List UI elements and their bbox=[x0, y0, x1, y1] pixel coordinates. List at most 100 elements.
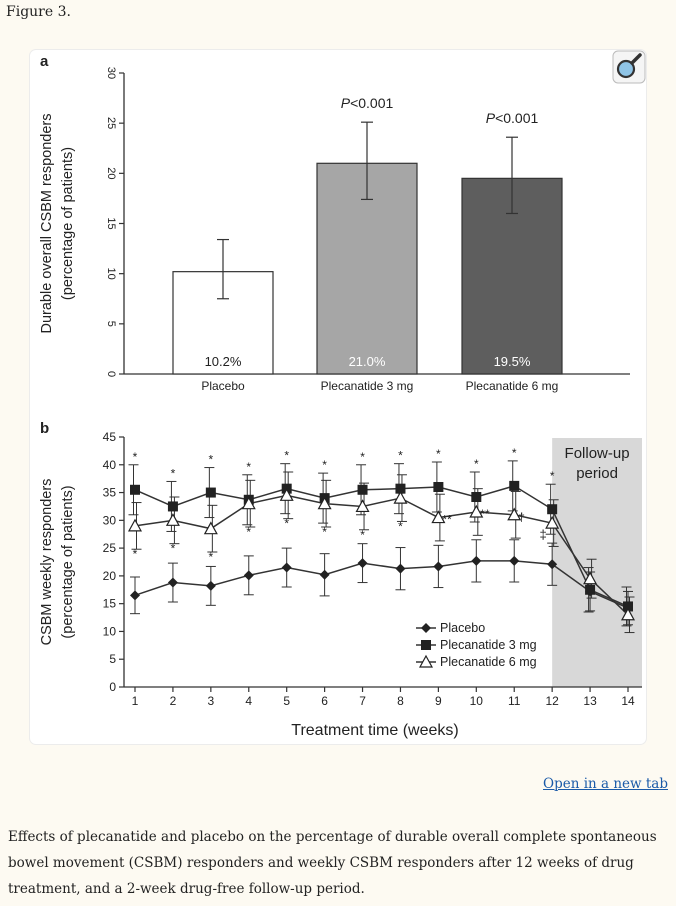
bar-value-label: 19.5% bbox=[494, 354, 531, 369]
y-tick-label-a: 10 bbox=[105, 268, 117, 280]
x-tick-label-b: 12 bbox=[545, 694, 559, 708]
data-point bbox=[243, 570, 254, 581]
data-point bbox=[433, 561, 444, 572]
y-axis-title-a-line1: Durable overall CSBM responders bbox=[39, 113, 55, 333]
x-tick-label-b: 1 bbox=[132, 694, 139, 708]
series-line bbox=[134, 485, 629, 608]
significance-marker-lower: * bbox=[246, 525, 251, 539]
data-point bbox=[205, 487, 216, 498]
data-point bbox=[471, 492, 482, 502]
significance-marker-lower: * bbox=[133, 547, 138, 561]
significance-marker-upper: * bbox=[171, 466, 176, 480]
data-point bbox=[431, 510, 446, 524]
x-tick-label-b: 5 bbox=[283, 694, 290, 708]
x-tick-label-b: 2 bbox=[170, 694, 177, 708]
significance-marker-upper: * bbox=[209, 453, 214, 467]
data-point bbox=[279, 488, 294, 501]
series-line bbox=[134, 494, 629, 616]
data-point bbox=[127, 518, 143, 532]
y-axis-title-b-line1: CSBM weekly responders bbox=[39, 479, 55, 646]
data-point bbox=[509, 555, 520, 566]
data-point bbox=[471, 555, 482, 566]
p-value-annotation: P<0.001 bbox=[486, 110, 539, 126]
significance-marker-upper: * bbox=[322, 458, 327, 472]
x-tick-label-b: 11 bbox=[508, 694, 521, 708]
data-point bbox=[165, 513, 180, 526]
significance-marker-lower: * bbox=[209, 550, 214, 564]
y-tick-label-b: 35 bbox=[103, 486, 117, 500]
data-point bbox=[585, 584, 596, 595]
significance-marker-lower: ** bbox=[480, 507, 490, 521]
panel-label-a: a bbox=[40, 53, 49, 70]
x-tick-label-b: 8 bbox=[397, 694, 404, 708]
x-tick-label-b: 6 bbox=[321, 694, 328, 708]
significance-marker-upper: * bbox=[436, 447, 441, 461]
data-point bbox=[319, 569, 330, 580]
data-point bbox=[393, 490, 408, 504]
y-tick-label-b: 15 bbox=[103, 597, 117, 611]
open-in-new-tab-link[interactable]: Open in a new tab bbox=[543, 776, 668, 792]
figure-caption: Effects of plecanatide and placebo on th… bbox=[8, 829, 657, 897]
y-tick-label-a: 25 bbox=[105, 117, 117, 129]
legend-marker bbox=[421, 640, 431, 650]
data-point bbox=[620, 607, 636, 621]
significance-marker-upper: * bbox=[512, 446, 517, 460]
x-tick-label-b: 9 bbox=[435, 694, 442, 708]
p-value-annotation: P<0.001 bbox=[341, 95, 394, 111]
y-tick-label-b: 5 bbox=[109, 652, 116, 666]
data-point bbox=[545, 515, 560, 529]
significance-marker-lower: * bbox=[360, 528, 365, 542]
data-point bbox=[167, 577, 178, 588]
data-point bbox=[167, 501, 178, 512]
y-tick-label-a: 30 bbox=[105, 67, 117, 79]
x-tick-label-a: Plecanatide 3 mg bbox=[321, 379, 414, 393]
y-tick-label-a: 15 bbox=[105, 217, 117, 229]
y-tick-label-b: 40 bbox=[103, 458, 117, 472]
legend-marker bbox=[421, 623, 431, 633]
data-point bbox=[547, 504, 558, 515]
series-line bbox=[134, 560, 629, 609]
y-axis-title-a-line2: (percentage of patients) bbox=[60, 147, 76, 300]
y-tick-label-a: 5 bbox=[105, 321, 117, 327]
y-axis-title-b-line2: (percentage of patients) bbox=[60, 485, 76, 638]
significance-marker-upper: * bbox=[246, 460, 251, 474]
x-tick-label-b: 10 bbox=[470, 694, 484, 708]
data-point bbox=[509, 480, 520, 491]
data-point bbox=[357, 558, 368, 569]
y-tick-label-b: 10 bbox=[103, 624, 117, 638]
data-point bbox=[130, 484, 140, 495]
bar-value-label: 21.0% bbox=[349, 354, 386, 369]
data-point bbox=[547, 559, 558, 570]
x-tick-label-a: Plecanatide 6 mg bbox=[466, 379, 559, 393]
significance-marker-upper: * bbox=[398, 449, 403, 463]
data-point bbox=[130, 590, 140, 601]
significance-marker-lower: * bbox=[171, 542, 176, 556]
significance-marker-lower: * bbox=[398, 519, 403, 533]
significance-marker-lower: ** bbox=[442, 513, 452, 527]
follow-up-label-line2: period bbox=[576, 465, 618, 482]
legend-label: Placebo bbox=[440, 621, 485, 635]
legend-label: Plecanatide 6 mg bbox=[440, 655, 537, 669]
magnifying-glass-icon[interactable] bbox=[612, 50, 646, 84]
data-point bbox=[583, 571, 598, 585]
follow-up-region bbox=[552, 438, 642, 687]
x-tick-label-b: 3 bbox=[208, 694, 215, 708]
y-tick-label-b: 30 bbox=[103, 513, 117, 527]
x-tick-label-b: 4 bbox=[245, 694, 252, 708]
data-point bbox=[395, 563, 406, 574]
data-point bbox=[281, 562, 292, 573]
data-point bbox=[241, 496, 256, 510]
x-tick-label-b: 14 bbox=[621, 694, 635, 708]
y-tick-label-a: 0 bbox=[105, 371, 117, 377]
x-tick-label-b: 13 bbox=[583, 694, 597, 708]
data-point bbox=[469, 504, 484, 518]
x-tick-label-b: 7 bbox=[359, 694, 366, 708]
figure-label: Figure 3. bbox=[6, 4, 71, 20]
significance-marker-lower: * bbox=[322, 525, 327, 539]
significance-marker-upper: * bbox=[284, 449, 289, 463]
data-point bbox=[433, 482, 444, 492]
figure-card[interactable]: a 0 5 10 15 20 25 30 Durable overall CSBM respon… bbox=[30, 50, 646, 744]
data-point bbox=[317, 496, 332, 510]
y-tick-label-b: 25 bbox=[103, 541, 117, 555]
